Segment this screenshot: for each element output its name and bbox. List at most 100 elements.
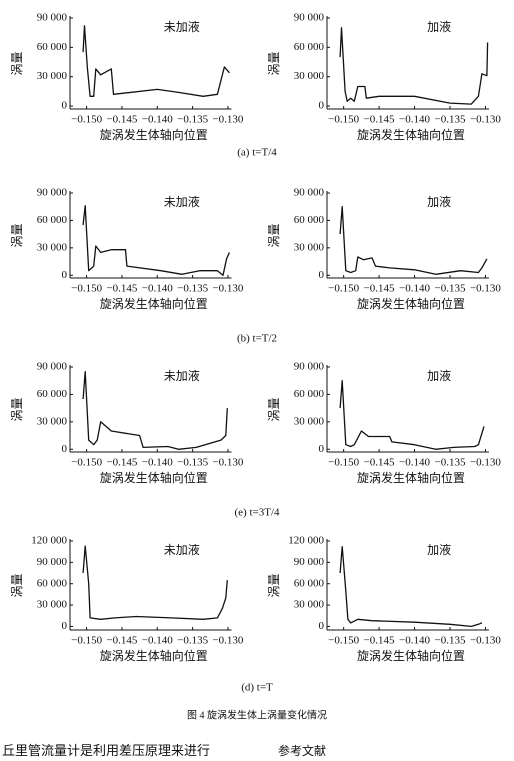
y-axis-label: 涡量 <box>267 51 281 75</box>
x-axis-label: 旋涡发生体轴向位置 <box>357 296 465 311</box>
x-axis-label: 旋涡发生体轴向位置 <box>100 296 208 311</box>
x-tick-label: −0.140 <box>399 114 430 126</box>
y-tick-label: 30 000 <box>294 415 325 427</box>
x-axis-label: 旋涡发生体轴向位置 <box>100 648 208 663</box>
y-tick-label: 90 000 <box>294 361 325 373</box>
y-axis-label: 涡量 <box>10 223 24 247</box>
y-tick-label: 90 000 <box>37 187 68 199</box>
x-tick-label: −0.150 <box>328 283 359 295</box>
body-text: 丘里管流量计是利用差压原理来进行 <box>2 743 210 758</box>
x-tick-label: −0.145 <box>364 283 395 295</box>
data-line <box>339 27 489 105</box>
y-axis-label: 涡量 <box>267 573 281 597</box>
x-tick-label: −0.140 <box>399 283 430 295</box>
x-tick-label: −0.135 <box>177 114 208 126</box>
y-tick-label: 0 <box>319 443 325 455</box>
y-tick-label: 60 000 <box>294 388 325 400</box>
x-tick-label: −0.140 <box>399 635 430 647</box>
annotation: 加液 <box>427 368 451 383</box>
x-tick-label: −0.130 <box>212 114 243 126</box>
x-tick-label: −0.135 <box>177 457 208 469</box>
x-tick-label: −0.130 <box>470 114 501 126</box>
y-tick-label: 30 000 <box>37 599 68 611</box>
data-line <box>339 206 488 275</box>
y-tick-label: 60 000 <box>294 577 325 589</box>
y-tick-label: 0 <box>62 443 68 455</box>
y-tick-label: 90 000 <box>294 187 325 199</box>
y-tick-label: 120 000 <box>288 535 324 547</box>
y-tick-label: 60 000 <box>37 388 68 400</box>
y-tick-label: 60 000 <box>37 214 68 226</box>
y-tick-label: 30 000 <box>37 415 68 427</box>
x-axis-label: 旋涡发生体轴向位置 <box>100 470 208 485</box>
x-tick-label: −0.140 <box>142 114 173 126</box>
x-tick-label: −0.130 <box>212 457 243 469</box>
subcaption: (d) t=T <box>241 682 273 694</box>
y-axis-label: 涡量 <box>267 397 281 421</box>
x-tick-label: −0.130 <box>212 283 243 295</box>
y-tick-label: 90 000 <box>37 12 68 24</box>
subcaption: (a) t=T/4 <box>237 147 277 159</box>
data-line <box>82 545 228 620</box>
y-tick-label: 90 000 <box>37 361 68 373</box>
y-tick-label: 0 <box>319 269 325 281</box>
x-tick-label: −0.145 <box>364 114 395 126</box>
x-tick-label: −0.145 <box>364 457 395 469</box>
x-tick-label: −0.150 <box>71 635 102 647</box>
x-tick-label: −0.135 <box>177 635 208 647</box>
x-tick-label: −0.135 <box>435 635 466 647</box>
x-tick-label: −0.140 <box>142 457 173 469</box>
y-axis-label: 涡量 <box>267 223 281 247</box>
y-tick-label: 90 000 <box>37 556 68 568</box>
y-tick-label: 0 <box>319 100 325 112</box>
annotation: 加液 <box>427 542 451 557</box>
x-tick-label: −0.150 <box>71 283 102 295</box>
data-line <box>82 205 230 276</box>
y-axis-label: 涡量 <box>10 51 24 75</box>
annotation: 未加液 <box>164 194 200 209</box>
y-tick-label: 30 000 <box>37 241 68 253</box>
y-tick-label: 90 000 <box>294 12 325 24</box>
annotation: 未加液 <box>164 19 200 34</box>
y-axis-label: 涡量 <box>10 397 24 421</box>
y-tick-label: 30 000 <box>37 70 68 82</box>
subcaption: (e) t=3T/4 <box>235 507 280 519</box>
x-tick-label: −0.135 <box>435 457 466 469</box>
x-tick-label: −0.140 <box>142 283 173 295</box>
y-tick-label: 0 <box>62 620 68 632</box>
x-tick-label: −0.150 <box>328 635 359 647</box>
x-tick-label: −0.140 <box>399 457 430 469</box>
y-tick-label: 0 <box>319 620 325 632</box>
x-tick-label: −0.130 <box>212 635 243 647</box>
x-tick-label: −0.150 <box>328 114 359 126</box>
x-axis-label: 旋涡发生体轴向位置 <box>357 127 465 142</box>
x-tick-label: −0.135 <box>177 283 208 295</box>
y-tick-label: 0 <box>62 100 68 112</box>
x-tick-label: −0.145 <box>364 635 395 647</box>
x-tick-label: −0.135 <box>435 114 466 126</box>
x-tick-label: −0.130 <box>470 457 501 469</box>
data-line <box>82 370 228 450</box>
subcaption: (b) t=T/2 <box>237 333 277 345</box>
y-axis-label: 涡量 <box>10 573 24 597</box>
y-tick-label: 120 000 <box>31 535 67 547</box>
y-tick-label: 30 000 <box>294 599 325 611</box>
x-tick-label: −0.150 <box>328 457 359 469</box>
annotation: 加液 <box>427 194 451 209</box>
x-tick-label: −0.140 <box>142 635 173 647</box>
x-tick-label: −0.150 <box>71 114 102 126</box>
data-line <box>339 380 485 450</box>
annotation: 未加液 <box>164 542 200 557</box>
x-tick-label: −0.135 <box>435 283 466 295</box>
y-tick-label: 90 000 <box>294 556 325 568</box>
x-tick-label: −0.145 <box>106 283 137 295</box>
x-tick-label: −0.130 <box>470 283 501 295</box>
y-tick-label: 30 000 <box>294 241 325 253</box>
x-tick-label: −0.145 <box>106 114 137 126</box>
x-axis-label: 旋涡发生体轴向位置 <box>357 648 465 663</box>
y-tick-label: 60 000 <box>37 577 68 589</box>
body-text: 参考文献 <box>278 743 326 758</box>
y-tick-label: 60 000 <box>37 41 68 53</box>
figure-caption: 图 4 旋涡发生体上涡量变化情况 <box>187 708 327 721</box>
